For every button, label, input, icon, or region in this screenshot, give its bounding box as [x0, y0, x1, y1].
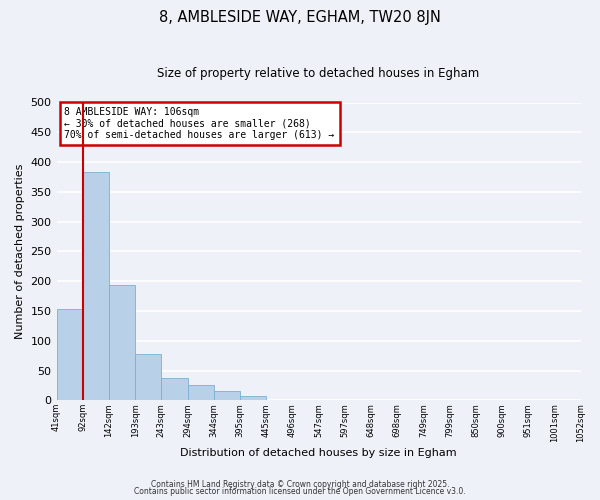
X-axis label: Distribution of detached houses by size in Egham: Distribution of detached houses by size …	[180, 448, 457, 458]
Bar	[240, 396, 266, 400]
Bar	[214, 391, 240, 400]
Bar	[161, 378, 188, 400]
Bar	[188, 386, 214, 400]
Title: Size of property relative to detached houses in Egham: Size of property relative to detached ho…	[157, 68, 479, 80]
Text: 8 AMBLESIDE WAY: 106sqm
← 30% of detached houses are smaller (268)
70% of semi-d: 8 AMBLESIDE WAY: 106sqm ← 30% of detache…	[64, 107, 335, 140]
Text: Contains HM Land Registry data © Crown copyright and database right 2025.: Contains HM Land Registry data © Crown c…	[151, 480, 449, 489]
Bar	[83, 172, 109, 400]
Text: 8, AMBLESIDE WAY, EGHAM, TW20 8JN: 8, AMBLESIDE WAY, EGHAM, TW20 8JN	[159, 10, 441, 25]
Bar	[109, 286, 135, 401]
Bar	[135, 354, 161, 401]
Text: Contains public sector information licensed under the Open Government Licence v3: Contains public sector information licen…	[134, 487, 466, 496]
Bar	[56, 309, 83, 400]
Y-axis label: Number of detached properties: Number of detached properties	[15, 164, 25, 339]
